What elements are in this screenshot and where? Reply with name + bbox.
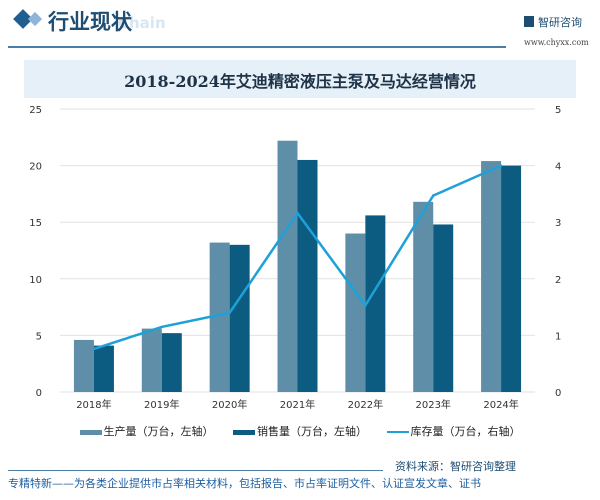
legend-item-production: 生产量（万台，左轴） bbox=[79, 425, 214, 438]
point-inventory bbox=[296, 211, 299, 215]
point-inventory bbox=[364, 304, 367, 307]
bar-production bbox=[277, 140, 298, 392]
point-inventory bbox=[499, 164, 503, 167]
y-right-tick-label: 4 bbox=[555, 162, 561, 173]
x-tick-label: 2019年 bbox=[144, 398, 179, 411]
chart-title-box: 2018-2024年艾迪精密液压主泵及马达经营情况 bbox=[24, 60, 576, 98]
point-inventory bbox=[228, 311, 231, 314]
legend-swatch bbox=[233, 429, 255, 435]
footer-text: 专精特新——为各类企业提供市占率相关材料，包括报告、市占率证明文件、认证宣发文章… bbox=[8, 477, 481, 490]
x-tick-label: 2020年 bbox=[212, 398, 247, 411]
x-tick-label: 2024年 bbox=[483, 398, 518, 411]
y-left-tick-label: 10 bbox=[29, 275, 42, 286]
y-left-tick-label: 0 bbox=[36, 388, 42, 399]
x-tick-label: 2021年 bbox=[280, 398, 315, 411]
y-left-tick-label: 25 bbox=[29, 105, 42, 116]
x-tick-label: 2023年 bbox=[415, 398, 450, 411]
legend-item-inventory: 库存量（万台，右轴） bbox=[386, 425, 521, 438]
logo-text: 智研咨询 bbox=[538, 16, 582, 29]
legend: 生产量（万台，左轴） 销售量（万台，左轴） 库存量（万台，右轴） bbox=[0, 423, 600, 439]
section-subtitle: Chain bbox=[118, 14, 166, 32]
point-inventory bbox=[92, 347, 96, 351]
bar-sales bbox=[501, 165, 522, 392]
bar-production bbox=[141, 328, 162, 392]
bar-production bbox=[481, 161, 502, 392]
bar-production bbox=[73, 339, 94, 392]
y-right-tick-label: 1 bbox=[555, 331, 561, 342]
legend-label: 库存量（万台，右轴） bbox=[410, 425, 521, 438]
bar-sales bbox=[161, 333, 182, 392]
logo-icon bbox=[524, 16, 534, 27]
bar-sales bbox=[229, 244, 250, 392]
y-right-tick-label: 3 bbox=[555, 218, 561, 229]
bar-production bbox=[345, 233, 366, 392]
y-left-tick-label: 5 bbox=[36, 331, 42, 342]
y-left-tick-label: 15 bbox=[29, 218, 42, 229]
point-inventory bbox=[432, 194, 435, 197]
header: Chain 行业现状 智研咨询 www.chyxx.com bbox=[0, 0, 600, 60]
point-inventory bbox=[160, 325, 163, 329]
divider bbox=[8, 46, 506, 48]
site-url: www.chyxx.com bbox=[524, 38, 589, 47]
bar-sales bbox=[433, 224, 454, 392]
legend-swatch bbox=[79, 429, 102, 435]
y-right-tick-label: 2 bbox=[555, 275, 561, 286]
chart-title: 2018-2024年艾迪精密液压主泵及马达经营情况 bbox=[124, 72, 476, 91]
bar-sales bbox=[297, 159, 318, 392]
legend-item-sales: 销售量（万台，左轴） bbox=[233, 425, 367, 438]
source-note: 资料来源：智研咨询整理 bbox=[395, 460, 516, 473]
x-tick-label: 2022年 bbox=[348, 398, 383, 411]
logo: 智研咨询 bbox=[524, 14, 582, 30]
bar-sales bbox=[93, 345, 114, 392]
divider bbox=[8, 470, 383, 471]
bar-production bbox=[413, 201, 434, 392]
y-left-tick-label: 20 bbox=[29, 162, 42, 173]
legend-swatch bbox=[386, 431, 409, 433]
y-right-tick-label: 0 bbox=[555, 388, 561, 399]
y-right-tick-label: 5 bbox=[555, 105, 561, 116]
bar-production bbox=[209, 242, 230, 392]
section-title: 行业现状 bbox=[48, 10, 132, 34]
legend-label: 销售量（万台，左轴） bbox=[257, 425, 367, 438]
legend-label: 生产量（万台，左轴） bbox=[103, 425, 214, 438]
x-tick-label: 2018年 bbox=[76, 398, 111, 411]
bar-sales bbox=[365, 215, 386, 392]
